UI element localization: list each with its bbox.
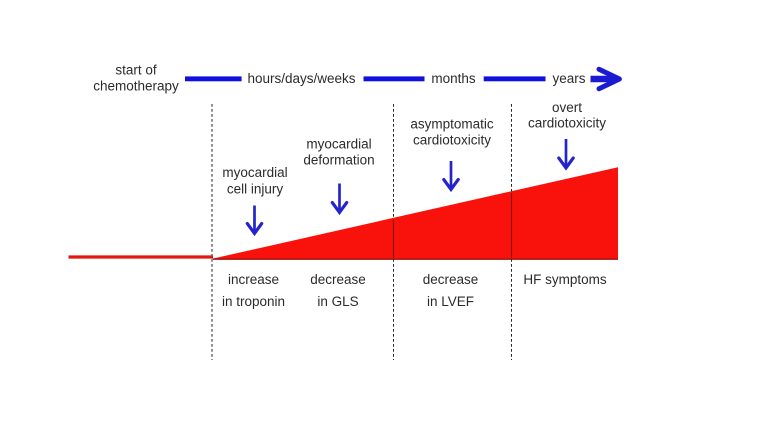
svg-text:months: months [431,71,476,86]
svg-text:in GLS: in GLS [317,294,358,309]
svg-text:cell injury: cell injury [227,181,284,196]
svg-text:decrease: decrease [423,272,479,287]
svg-text:years: years [552,71,585,86]
svg-text:in troponin: in troponin [222,294,285,309]
svg-text:hours/days/weeks: hours/days/weeks [247,71,355,86]
svg-text:asymptomatic: asymptomatic [410,117,494,132]
svg-text:HF symptoms: HF symptoms [523,272,607,287]
svg-text:myocardial: myocardial [222,165,287,180]
svg-text:decrease: decrease [310,272,366,287]
svg-text:start of: start of [115,63,157,78]
svg-text:deformation: deformation [303,153,374,168]
svg-text:chemotherapy: chemotherapy [93,79,179,94]
svg-text:cardiotoxicity: cardiotoxicity [413,133,491,148]
svg-text:increase: increase [228,272,279,287]
svg-text:overt: overt [552,100,582,115]
svg-text:in LVEF: in LVEF [427,294,474,309]
svg-text:cardiotoxicity: cardiotoxicity [528,115,606,130]
svg-text:myocardial: myocardial [306,137,371,152]
